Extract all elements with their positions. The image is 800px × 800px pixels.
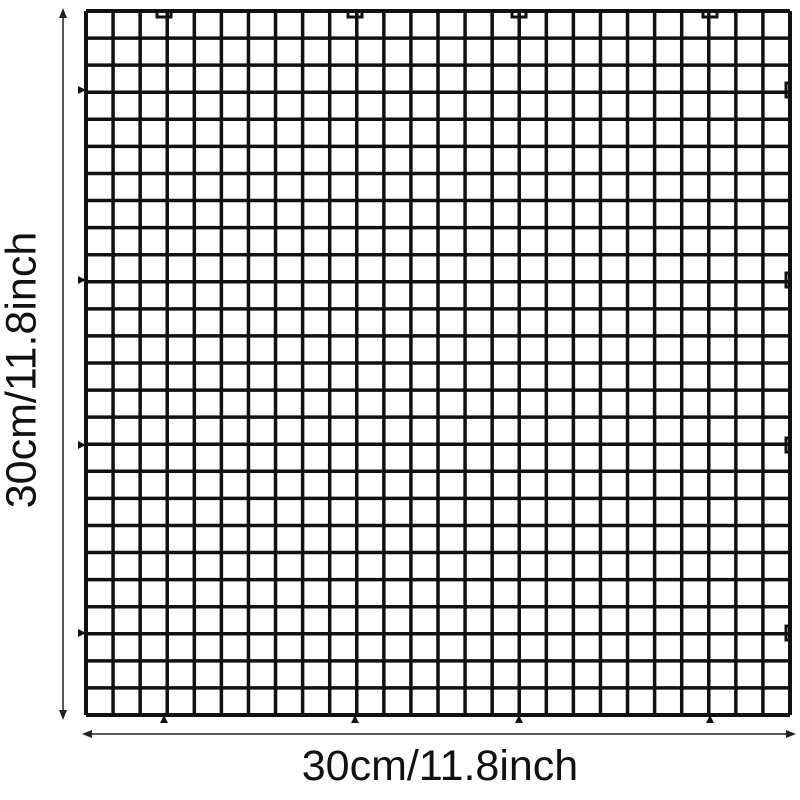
edge-tab xyxy=(160,715,168,723)
arrow-up-icon xyxy=(59,8,67,18)
arrow-down-icon xyxy=(59,710,67,720)
arrow-left-icon xyxy=(82,730,92,738)
edge-clip xyxy=(701,9,719,19)
edge-clip xyxy=(784,624,792,642)
width-dimension-label: 30cm/11.8inch xyxy=(301,742,579,790)
arrow-right-icon xyxy=(786,730,796,738)
edge-tab xyxy=(78,86,86,94)
edge-clip xyxy=(346,9,364,19)
edge-tab xyxy=(78,441,86,449)
edge-tab xyxy=(78,276,86,284)
edge-clip xyxy=(784,271,792,289)
edge-clip xyxy=(784,436,792,454)
edge-tab xyxy=(515,715,523,723)
edge-tab xyxy=(78,629,86,637)
edge-tab xyxy=(706,715,714,723)
height-dimension-label: 30cm/11.8inch xyxy=(0,231,46,509)
edge-clip xyxy=(784,81,792,99)
edge-clip xyxy=(155,9,173,19)
edge-tab xyxy=(351,715,359,723)
edge-clip xyxy=(510,9,528,19)
